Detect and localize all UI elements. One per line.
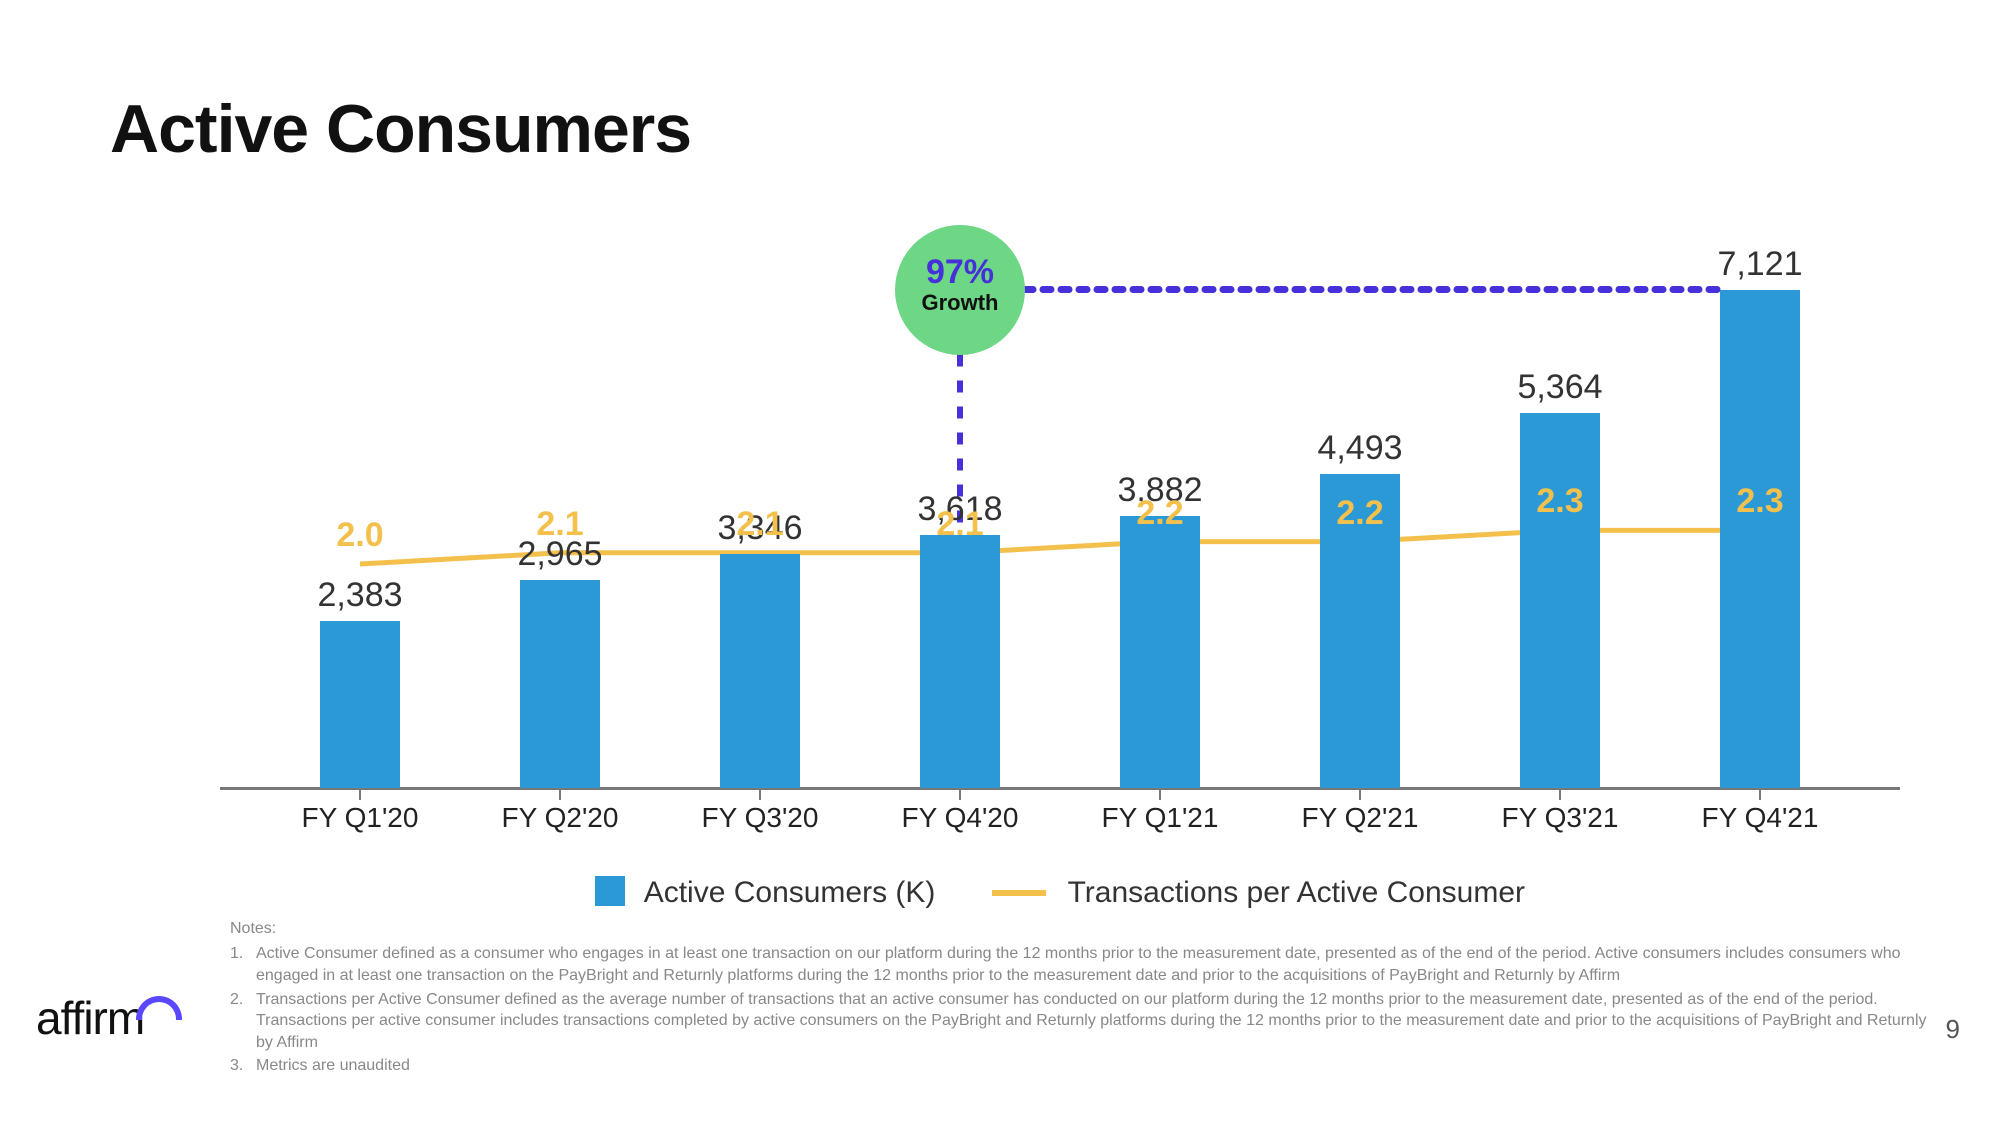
bar xyxy=(1120,516,1200,788)
notes: Notes: 1.Active Consumer defined as a co… xyxy=(230,918,1940,1079)
logo-text: affirm xyxy=(36,992,144,1044)
growth-percent: 97% xyxy=(895,253,1025,292)
legend: Active Consumers (K) Transactions per Ac… xyxy=(260,876,1860,910)
axis-tick xyxy=(959,788,961,800)
line-value-label: 2.2 xyxy=(1320,494,1400,533)
bar xyxy=(520,580,600,788)
bar-value-label: 5,364 xyxy=(1480,368,1640,407)
line-value-label: 2.1 xyxy=(520,505,600,544)
growth-badge: 97%Growth xyxy=(895,225,1025,355)
note-item: 1.Active Consumer defined as a consumer … xyxy=(230,943,1940,986)
page-number: 9 xyxy=(1946,1014,1960,1045)
bar-value-label: 2,383 xyxy=(280,576,440,615)
growth-sub: Growth xyxy=(895,290,1025,316)
line-value-label: 2.1 xyxy=(720,505,800,544)
line-value-label: 2.1 xyxy=(920,505,1000,544)
category-label: FY Q3'21 xyxy=(1480,802,1640,834)
category-label: FY Q2'21 xyxy=(1280,802,1440,834)
note-number: 1. xyxy=(230,943,256,986)
note-number: 2. xyxy=(230,989,256,1054)
category-label: FY Q4'20 xyxy=(880,802,1040,834)
category-label: FY Q2'20 xyxy=(480,802,640,834)
chart-area: 2,383FY Q1'202,965FY Q2'203,346FY Q3'203… xyxy=(260,228,1860,788)
bar xyxy=(1720,290,1800,788)
bar-value-label: 4,493 xyxy=(1280,429,1440,468)
affirm-logo: affirm xyxy=(36,991,182,1045)
notes-header: Notes: xyxy=(230,918,1940,940)
bar xyxy=(1520,413,1600,788)
axis-tick xyxy=(359,788,361,800)
note-text: Transactions per Active Consumer defined… xyxy=(256,989,1940,1054)
note-text: Metrics are unaudited xyxy=(256,1055,1940,1077)
legend-bar-label: Active Consumers (K) xyxy=(644,876,936,909)
category-label: FY Q4'21 xyxy=(1680,802,1840,834)
axis-tick xyxy=(1159,788,1161,800)
note-item: 2.Transactions per Active Consumer defin… xyxy=(230,989,1940,1054)
axis-tick xyxy=(559,788,561,800)
axis-tick xyxy=(1559,788,1561,800)
category-label: FY Q1'21 xyxy=(1080,802,1240,834)
line-value-label: 2.0 xyxy=(320,516,400,555)
axis-tick xyxy=(759,788,761,800)
line-value-label: 2.3 xyxy=(1520,482,1600,521)
axis-tick xyxy=(1759,788,1761,800)
axis-tick xyxy=(1359,788,1361,800)
note-number: 3. xyxy=(230,1055,256,1077)
bar xyxy=(920,535,1000,788)
x-axis xyxy=(220,787,1900,790)
bar xyxy=(720,554,800,788)
line-value-label: 2.2 xyxy=(1120,494,1200,533)
category-label: FY Q1'20 xyxy=(280,802,440,834)
bar xyxy=(320,621,400,788)
line-value-label: 2.3 xyxy=(1720,482,1800,521)
note-item: 3.Metrics are unaudited xyxy=(230,1055,1940,1077)
chart-overlay xyxy=(260,228,1860,788)
legend-line-label: Transactions per Active Consumer xyxy=(1068,876,1525,909)
category-label: FY Q3'20 xyxy=(680,802,840,834)
bar-value-label: 7,121 xyxy=(1680,245,1840,284)
page-title: Active Consumers xyxy=(110,90,1890,168)
legend-swatch-bar xyxy=(595,876,625,906)
legend-swatch-line xyxy=(992,890,1046,896)
note-text: Active Consumer defined as a consumer wh… xyxy=(256,943,1940,986)
